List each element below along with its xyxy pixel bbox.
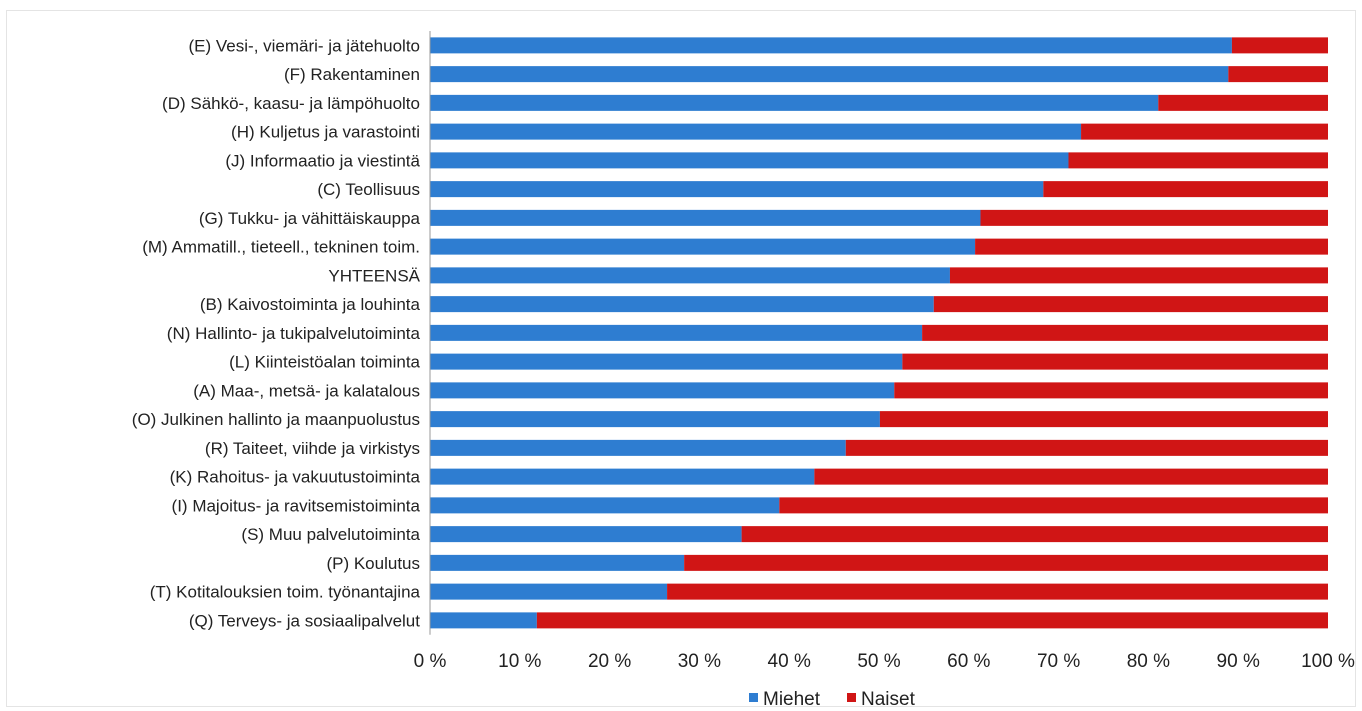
- plot-area: [429, 31, 1328, 635]
- category-label: (I) Majoitus- ja ravitsemistoiminta: [172, 496, 421, 515]
- value-axis-ticks: 0 % 10 % 20 % 30 % 40 % 50 % 60 % 70 % 80 % 90 % 1…: [414, 651, 1355, 672]
- category-label: (M) Ammatill., tieteell., tekninen toim.: [142, 238, 420, 257]
- bar-naiset-11: [902, 353, 1328, 370]
- bar-naiset-9: [933, 296, 1328, 313]
- category-label: (E) Vesi-, viemäri- ja jätehuolto: [189, 36, 420, 55]
- category-label: (F) Rakentaminen: [284, 65, 420, 84]
- bar-miehet-5: [430, 181, 1044, 198]
- bar-naiset-7: [975, 238, 1328, 255]
- legend-swatch-miehet: [749, 693, 758, 702]
- chart-frame: [6, 10, 1356, 707]
- bar-miehet-11: [430, 353, 903, 370]
- bar-naiset-8: [949, 267, 1328, 284]
- legend-swatch-naiset: [847, 693, 856, 702]
- category-label: (R) Taiteet, viihde ja virkistys: [205, 439, 420, 458]
- category-label: (L) Kiinteistöalan toiminta: [229, 353, 420, 372]
- category-label: (O) Julkinen hallinto ja maanpuolustus: [132, 410, 420, 429]
- x-tick-label: 10 %: [498, 651, 541, 672]
- x-tick-label: 50 %: [857, 651, 900, 672]
- category-label: (S) Muu palvelutoiminta: [241, 525, 420, 544]
- category-label: (N) Hallinto- ja tukipalvelutoiminta: [167, 324, 421, 343]
- bar-miehet-10: [430, 324, 923, 341]
- x-tick-label: 80 %: [1127, 651, 1170, 672]
- category-label: YHTEENSÄ: [328, 266, 420, 285]
- bar-miehet-15: [430, 468, 815, 485]
- category-label: (D) Sähkö-, kaasu- ja lämpöhuolto: [162, 94, 420, 113]
- bar-naiset-16: [779, 497, 1328, 514]
- category-label: (Q) Terveys- ja sosiaalipalvelut: [189, 611, 420, 630]
- bar-miehet-12: [430, 382, 895, 399]
- category-label: (T) Kotitalouksien toim. työnantajina: [150, 583, 421, 602]
- x-tick-label: 0 %: [414, 651, 447, 672]
- category-label: (J) Informaatio ja viestintä: [225, 151, 420, 170]
- x-tick-label: 60 %: [947, 651, 990, 672]
- bar-miehet-16: [430, 497, 780, 514]
- bar-miehet-3: [430, 123, 1082, 140]
- legend: Miehet Naiset: [749, 689, 916, 710]
- category-label: (B) Kaivostoiminta ja louhinta: [200, 295, 421, 314]
- bar-miehet-18: [430, 554, 685, 571]
- category-label: (A) Maa-, metsä- ja kalatalous: [193, 381, 420, 400]
- bar-naiset-17: [741, 526, 1328, 543]
- bar-miehet-20: [430, 612, 537, 629]
- bar-naiset-12: [894, 382, 1328, 399]
- bar-naiset-10: [922, 324, 1328, 341]
- bar-naiset-4: [1068, 152, 1328, 169]
- bar-miehet-19: [430, 583, 668, 600]
- bar-miehet-0: [430, 37, 1232, 54]
- x-tick-label: 100 %: [1301, 651, 1355, 672]
- bar-naiset-15: [814, 468, 1328, 485]
- bar-miehet-17: [430, 526, 742, 543]
- bar-miehet-4: [430, 152, 1069, 169]
- bar-miehet-2: [430, 94, 1159, 111]
- bar-naiset-2: [1158, 94, 1328, 111]
- category-label: (H) Kuljetus ja varastointi: [231, 123, 420, 142]
- legend-label-miehet: Miehet: [763, 689, 821, 710]
- bar-miehet-6: [430, 209, 981, 226]
- category-axis-labels: (E) Vesi-, viemäri- ja jätehuolto (F) Rak…: [132, 36, 421, 630]
- x-tick-label: 40 %: [768, 651, 811, 672]
- bar-naiset-3: [1081, 123, 1328, 140]
- category-label: (C) Teollisuus: [317, 180, 420, 199]
- x-tick-label: 70 %: [1037, 651, 1080, 672]
- bar-naiset-1: [1228, 66, 1328, 83]
- bar-naiset-13: [879, 411, 1328, 428]
- category-label: (G) Tukku- ja vähittäiskauppa: [199, 209, 421, 228]
- bar-naiset-5: [1043, 181, 1328, 198]
- bar-miehet-7: [430, 238, 976, 255]
- bar-naiset-19: [667, 583, 1328, 600]
- bar-naiset-18: [684, 554, 1328, 571]
- bar-miehet-8: [430, 267, 950, 284]
- legend-label-naiset: Naiset: [861, 689, 916, 710]
- bar-naiset-0: [1231, 37, 1328, 54]
- bar-miehet-14: [430, 439, 846, 456]
- bar-miehet-1: [430, 66, 1229, 83]
- bar-naiset-14: [845, 439, 1328, 456]
- category-label: (K) Rahoitus- ja vakuutustoiminta: [170, 468, 421, 487]
- bar-naiset-20: [536, 612, 1328, 629]
- x-tick-label: 30 %: [678, 651, 721, 672]
- bar-miehet-9: [430, 296, 934, 313]
- category-label: (P) Koulutus: [326, 554, 420, 573]
- x-tick-label: 90 %: [1217, 651, 1260, 672]
- x-tick-label: 20 %: [588, 651, 631, 672]
- bar-naiset-6: [980, 209, 1328, 226]
- bar-miehet-13: [430, 411, 880, 428]
